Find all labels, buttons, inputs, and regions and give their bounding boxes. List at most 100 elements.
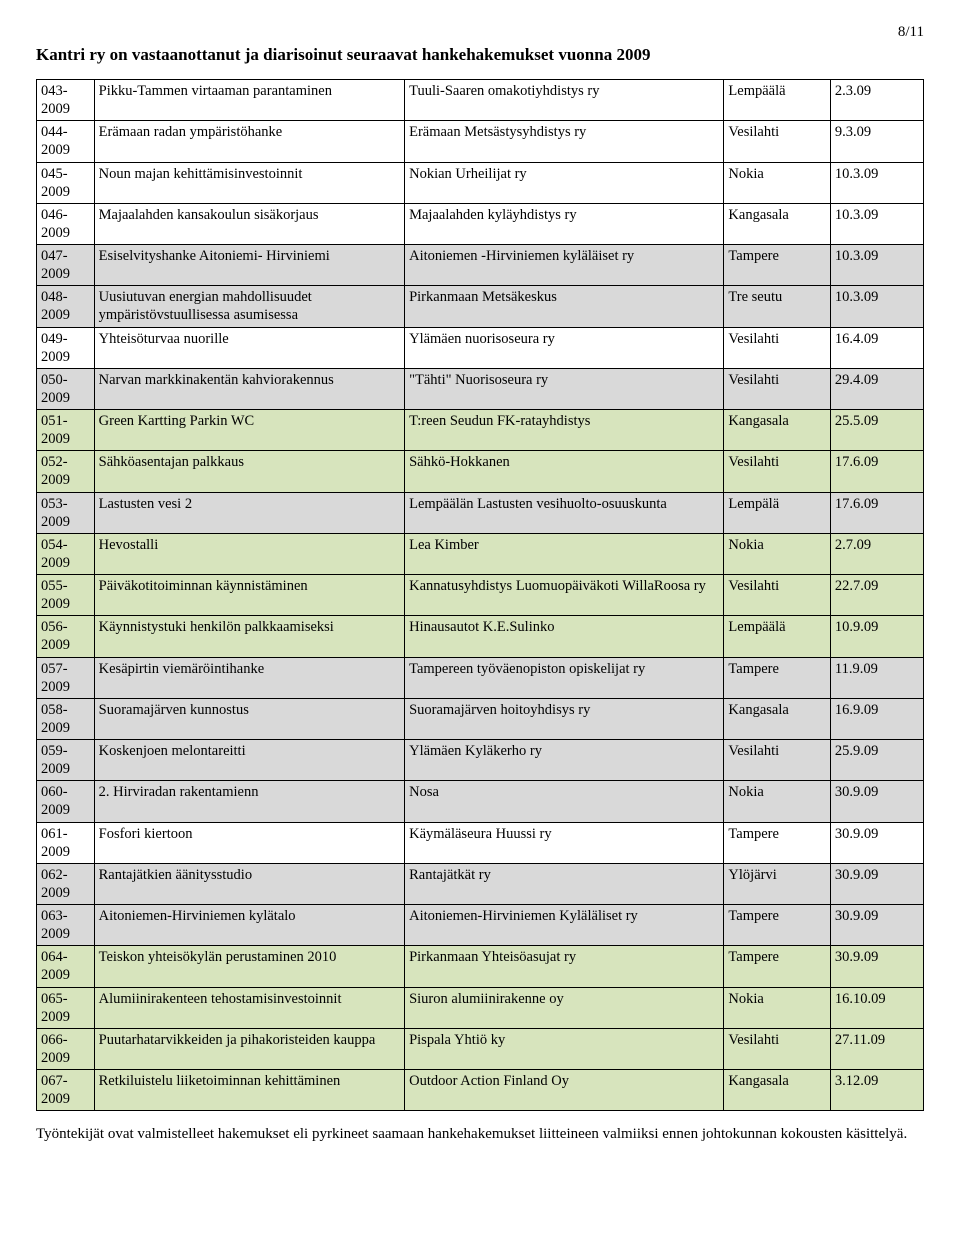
cell-date: 25.5.09 — [830, 410, 923, 451]
cell-id: 043- 2009 — [37, 80, 95, 121]
footer-paragraph: Työntekijät ovat valmistelleet hakemukse… — [36, 1125, 924, 1145]
cell-project: Fosfori kiertoon — [94, 822, 404, 863]
cell-id: 054- 2009 — [37, 533, 95, 574]
cell-location: Lempäälä — [724, 80, 830, 121]
cell-applicant: Lea Kimber — [405, 533, 724, 574]
table-row: 067- 2009Retkiluistelu liiketoiminnan ke… — [37, 1070, 924, 1111]
cell-date: 10.3.09 — [830, 203, 923, 244]
cell-location: Vesilahti — [724, 575, 830, 616]
cell-date: 9.3.09 — [830, 121, 923, 162]
cell-project: Esiselvityshanke Aitoniemi- Hirviniemi — [94, 245, 404, 286]
cell-applicant: Hinausautot K.E.Sulinko — [405, 616, 724, 657]
cell-date: 25.9.09 — [830, 740, 923, 781]
cell-date: 16.10.09 — [830, 987, 923, 1028]
cell-location: Nokia — [724, 162, 830, 203]
cell-id: 052- 2009 — [37, 451, 95, 492]
cell-location: Kangasala — [724, 203, 830, 244]
cell-applicant: Tampereen työväenopiston opiskelijat ry — [405, 657, 724, 698]
table-row: 049- 2009Yhteisöturvaa nuorilleYlämäen n… — [37, 327, 924, 368]
cell-applicant: Rantajätkät ry — [405, 863, 724, 904]
cell-date: 10.3.09 — [830, 286, 923, 327]
cell-project: Puutarhatarvikkeiden ja pihakoristeiden … — [94, 1028, 404, 1069]
cell-location: Tampere — [724, 657, 830, 698]
cell-applicant: Suoramajärven hoitoyhdisys ry — [405, 698, 724, 739]
cell-id: 053- 2009 — [37, 492, 95, 533]
cell-applicant: Nokian Urheilijat ry — [405, 162, 724, 203]
cell-applicant: Lempäälän Lastusten vesihuolto-osuuskunt… — [405, 492, 724, 533]
cell-applicant: Aitoniemen -Hirviniemen kyläläiset ry — [405, 245, 724, 286]
table-row: 053- 2009Lastusten vesi 2Lempäälän Lastu… — [37, 492, 924, 533]
cell-id: 049- 2009 — [37, 327, 95, 368]
cell-id: 055- 2009 — [37, 575, 95, 616]
cell-project: Aitoniemen-Hirviniemen kylätalo — [94, 905, 404, 946]
cell-location: Vesilahti — [724, 121, 830, 162]
cell-applicant: T:reen Seudun FK-ratayhdistys — [405, 410, 724, 451]
table-row: 050- 2009Narvan markkinakentän kahviorak… — [37, 368, 924, 409]
cell-applicant: Ylämäen nuorisoseura ry — [405, 327, 724, 368]
cell-location: Vesilahti — [724, 451, 830, 492]
cell-project: Lastusten vesi 2 — [94, 492, 404, 533]
cell-project: Hevostalli — [94, 533, 404, 574]
table-row: 059- 2009Koskenjoen melontareittiYlämäen… — [37, 740, 924, 781]
cell-id: 047- 2009 — [37, 245, 95, 286]
cell-project: Erämaan radan ympäristöhanke — [94, 121, 404, 162]
table-row: 052- 2009Sähköasentajan palkkausSähkö-Ho… — [37, 451, 924, 492]
cell-applicant: Kannatusyhdistys Luomuopäiväkoti WillaRo… — [405, 575, 724, 616]
cell-location: Vesilahti — [724, 1028, 830, 1069]
cell-date: 10.3.09 — [830, 245, 923, 286]
cell-applicant: Ylämäen Kyläkerho ry — [405, 740, 724, 781]
cell-id: 056- 2009 — [37, 616, 95, 657]
cell-id: 065- 2009 — [37, 987, 95, 1028]
table-row: 058- 2009Suoramajärven kunnostusSuoramaj… — [37, 698, 924, 739]
cell-project: Majaalahden kansakoulun sisäkorjaus — [94, 203, 404, 244]
page-number: 8/11 — [36, 24, 924, 41]
cell-date: 30.9.09 — [830, 946, 923, 987]
cell-project: Teiskon yhteisökylän perustaminen 2010 — [94, 946, 404, 987]
cell-applicant: Sähkö-Hokkanen — [405, 451, 724, 492]
cell-project: Päiväkotitoiminnan käynnistäminen — [94, 575, 404, 616]
cell-id: 060- 2009 — [37, 781, 95, 822]
cell-id: 061- 2009 — [37, 822, 95, 863]
cell-applicant: Outdoor Action Finland Oy — [405, 1070, 724, 1111]
cell-date: 16.4.09 — [830, 327, 923, 368]
table-row: 045- 2009Noun majan kehittämisinvestoinn… — [37, 162, 924, 203]
cell-date: 22.7.09 — [830, 575, 923, 616]
cell-id: 048- 2009 — [37, 286, 95, 327]
cell-id: 067- 2009 — [37, 1070, 95, 1111]
table-row: 066- 2009Puutarhatarvikkeiden ja pihakor… — [37, 1028, 924, 1069]
cell-applicant: Nosa — [405, 781, 724, 822]
cell-id: 046- 2009 — [37, 203, 95, 244]
cell-project: Kesäpirtin viemäröintihanke — [94, 657, 404, 698]
table-row: 063- 2009Aitoniemen-Hirviniemen kylätalo… — [37, 905, 924, 946]
cell-date: 2.7.09 — [830, 533, 923, 574]
page-title: Kantri ry on vastaanottanut ja diarisoin… — [36, 45, 924, 65]
table-row: 061- 2009Fosfori kiertoonKäymäläseura Hu… — [37, 822, 924, 863]
cell-date: 27.11.09 — [830, 1028, 923, 1069]
cell-project: Pikku-Tammen virtaaman parantaminen — [94, 80, 404, 121]
cell-date: 10.9.09 — [830, 616, 923, 657]
table-row: 051- 2009Green Kartting Parkin WCT:reen … — [37, 410, 924, 451]
cell-location: Kangasala — [724, 1070, 830, 1111]
cell-id: 044- 2009 — [37, 121, 95, 162]
cell-project: Green Kartting Parkin WC — [94, 410, 404, 451]
cell-location: Ylöjärvi — [724, 863, 830, 904]
cell-location: Kangasala — [724, 698, 830, 739]
table-row: 056- 2009Käynnistystuki henkilön palkkaa… — [37, 616, 924, 657]
cell-project: Koskenjoen melontareitti — [94, 740, 404, 781]
cell-project: Sähköasentajan palkkaus — [94, 451, 404, 492]
cell-location: Lempäälä — [724, 616, 830, 657]
table-row: 065- 2009Alumiinirakenteen tehostamisinv… — [37, 987, 924, 1028]
cell-date: 2.3.09 — [830, 80, 923, 121]
table-row: 055- 2009Päiväkotitoiminnan käynnistämin… — [37, 575, 924, 616]
table-row: 044- 2009Erämaan radan ympäristöhankeErä… — [37, 121, 924, 162]
cell-id: 058- 2009 — [37, 698, 95, 739]
table-row: 060- 20092. Hirviradan rakentamiennNosaN… — [37, 781, 924, 822]
cell-date: 30.9.09 — [830, 781, 923, 822]
cell-date: 30.9.09 — [830, 905, 923, 946]
cell-applicant: "Tähti" Nuorisoseura ry — [405, 368, 724, 409]
cell-project: Retkiluistelu liiketoiminnan kehittämine… — [94, 1070, 404, 1111]
cell-date: 30.9.09 — [830, 822, 923, 863]
cell-project: Narvan markkinakentän kahviorakennus — [94, 368, 404, 409]
cell-location: Lempälä — [724, 492, 830, 533]
cell-location: Vesilahti — [724, 740, 830, 781]
